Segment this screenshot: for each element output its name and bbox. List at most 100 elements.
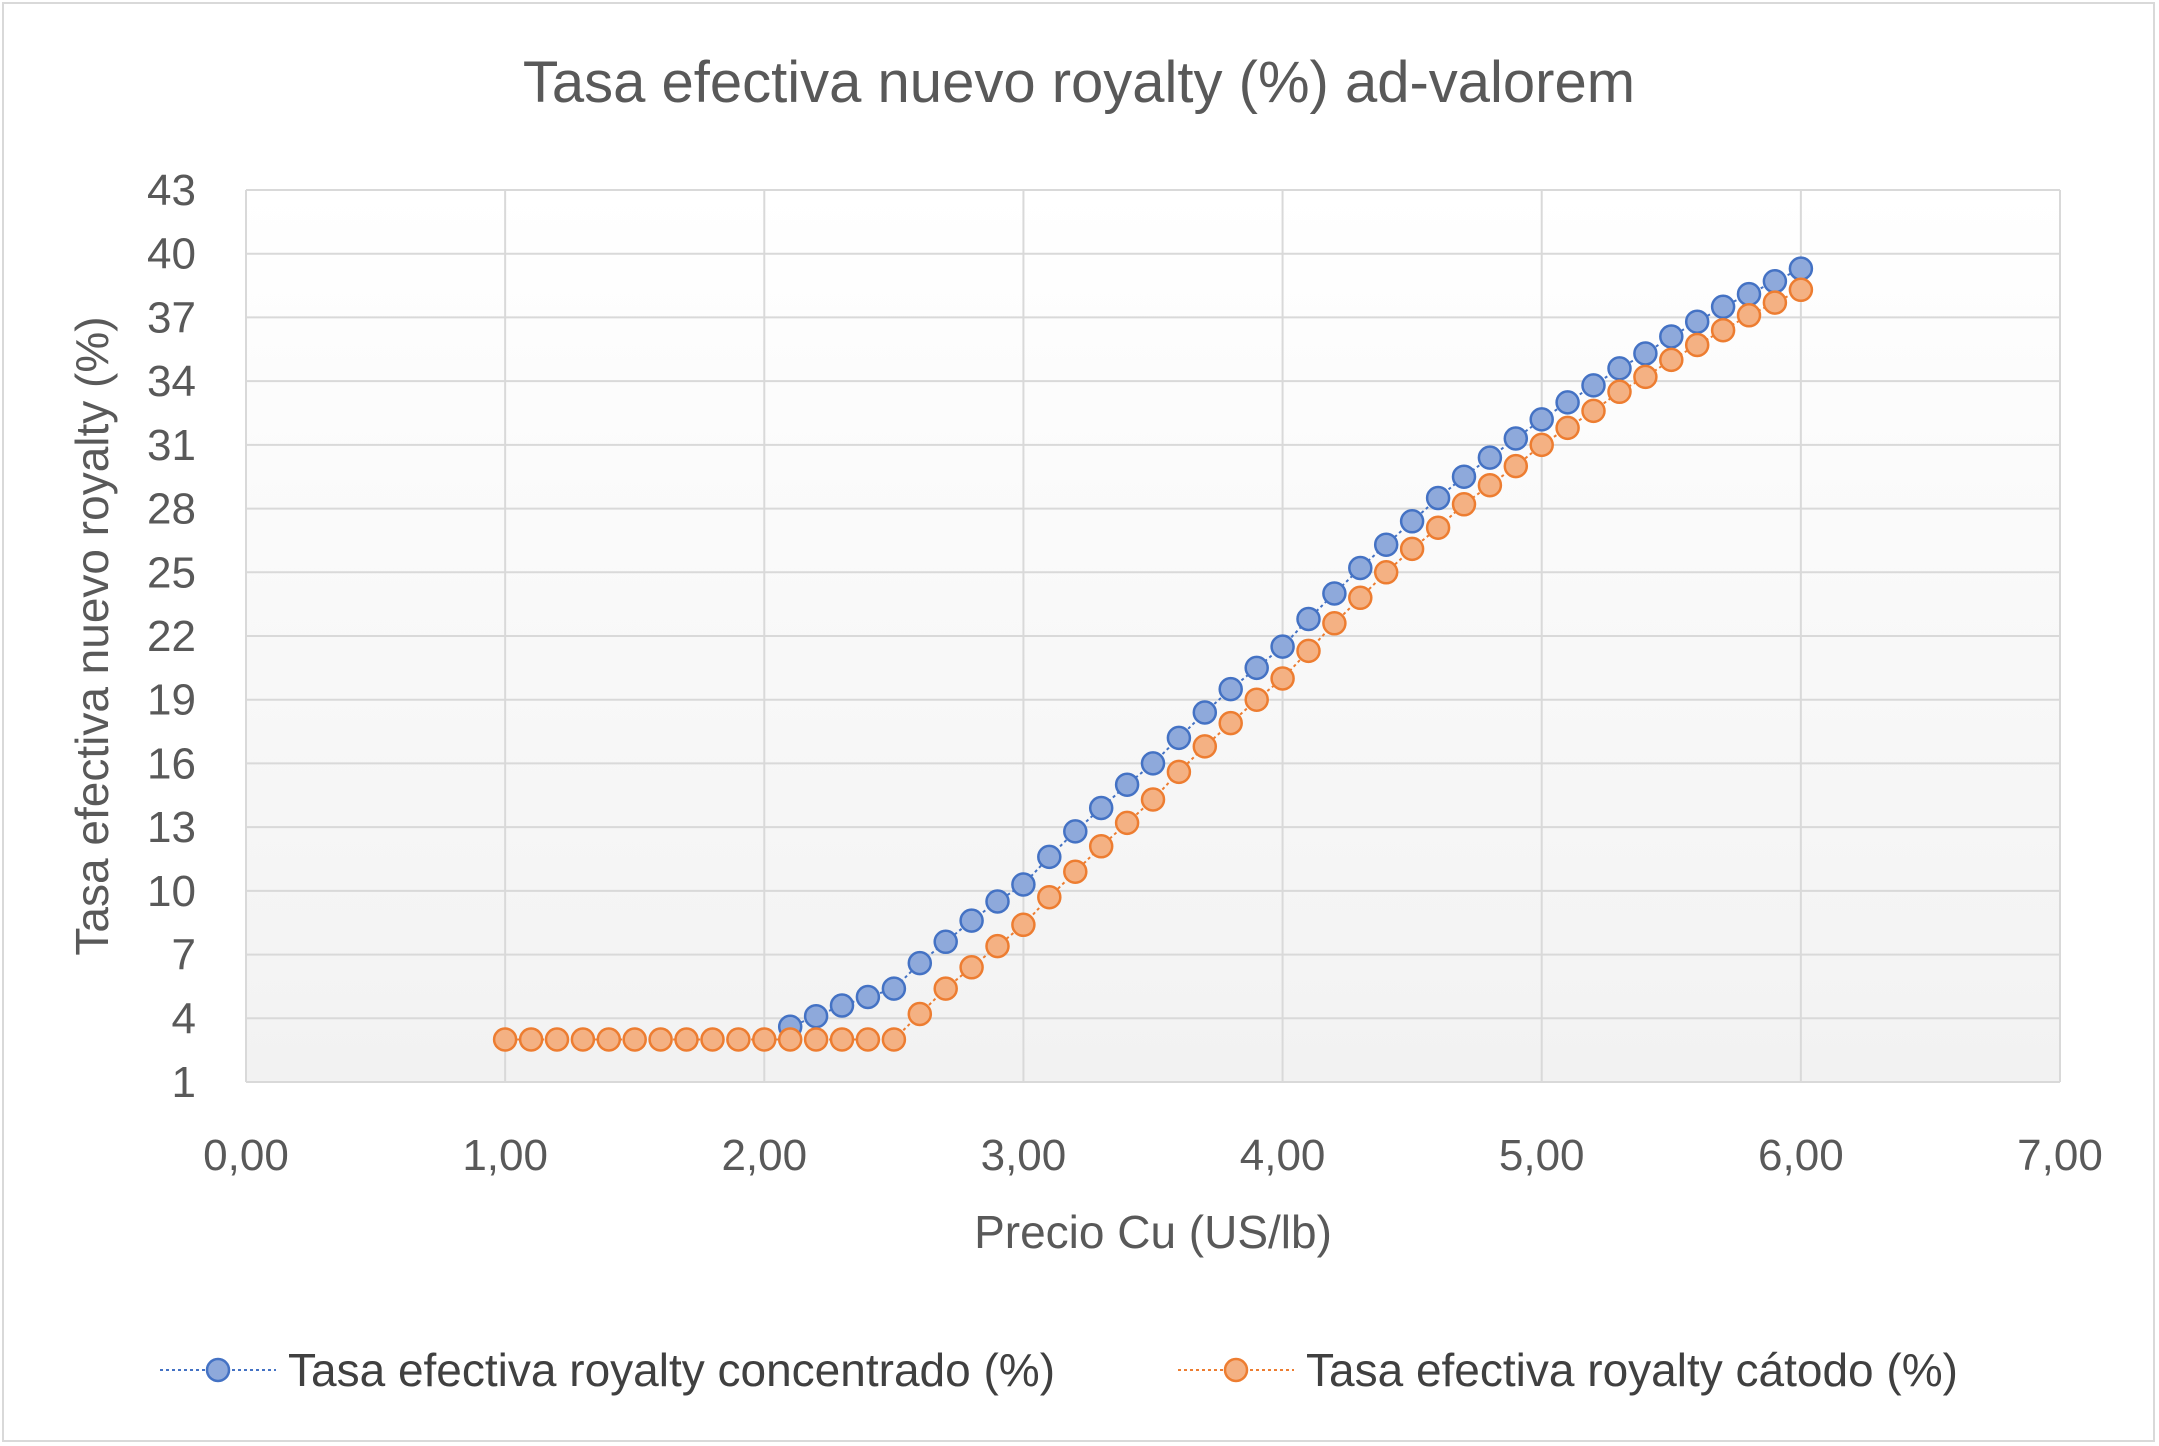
data-point	[1425, 515, 1451, 540]
data-point	[1736, 303, 1762, 328]
data-point	[1710, 294, 1736, 320]
chart-title: Tasa efectiva nuevo royalty (%) ad-valor…	[523, 50, 1635, 115]
y-tick-label: 1	[172, 1058, 196, 1107]
data-point	[648, 1027, 673, 1052]
data-point	[1399, 509, 1425, 534]
data-point	[803, 1027, 829, 1052]
data-point	[1192, 700, 1218, 725]
data-point	[907, 950, 933, 976]
data-point	[674, 1027, 699, 1052]
data-point	[1503, 453, 1529, 479]
y-tick-label: 43	[147, 166, 196, 215]
y-tick-label: 16	[147, 739, 196, 788]
data-point	[1114, 772, 1140, 797]
data-point	[933, 929, 958, 955]
y-tick-label: 40	[147, 230, 196, 279]
data-point	[1762, 269, 1788, 294]
data-point	[1373, 560, 1399, 585]
data-point	[1140, 787, 1166, 812]
data-point	[985, 933, 1010, 959]
data-point	[1581, 373, 1606, 398]
y-tick-label: 19	[147, 676, 196, 725]
data-point	[1529, 432, 1554, 458]
data-point	[1218, 710, 1243, 736]
data-point	[700, 1027, 725, 1052]
data-point	[855, 1027, 881, 1052]
data-point	[1684, 309, 1710, 334]
data-point	[1736, 281, 1762, 307]
y-tick-label: 10	[147, 867, 196, 916]
series-1	[492, 277, 1814, 1052]
data-point	[1762, 290, 1788, 315]
y-tick-label: 7	[172, 931, 196, 980]
data-point	[570, 1027, 596, 1052]
data-point	[1659, 347, 1684, 373]
legend-marker-catodo	[1223, 1357, 1249, 1383]
data-point	[1348, 585, 1373, 611]
data-point	[1477, 445, 1503, 470]
data-point	[1166, 759, 1192, 785]
x-tick-label: 5,00	[1499, 1131, 1585, 1180]
data-point	[518, 1027, 544, 1052]
y-tick-label: 13	[147, 803, 196, 852]
data-point	[1633, 364, 1658, 390]
data-point	[1322, 581, 1347, 606]
x-tick-labels: 0,00 1,00 2,00 3,00 4,00 5,00 6,00 7,00	[203, 1131, 2103, 1180]
data-point	[1270, 666, 1295, 691]
data-point	[1788, 256, 1814, 281]
data-point	[855, 984, 881, 1010]
data-point	[1192, 734, 1218, 759]
data-point	[596, 1027, 622, 1052]
data-point	[726, 1027, 751, 1052]
data-point	[985, 889, 1010, 914]
data-point	[1529, 407, 1554, 432]
data-point	[1477, 472, 1503, 498]
data-point	[1633, 341, 1658, 366]
data-point	[1322, 611, 1347, 636]
y-tick-label: 31	[147, 421, 196, 470]
data-point	[1659, 324, 1684, 349]
x-tick-label: 0,00	[203, 1131, 289, 1180]
data-point	[959, 955, 984, 980]
data-point	[1451, 492, 1477, 517]
x-tick-label: 7,00	[2017, 1131, 2103, 1180]
data-point	[1373, 532, 1399, 557]
gridlines	[245, 189, 2061, 1083]
data-point	[1140, 751, 1166, 776]
data-point	[1710, 317, 1736, 343]
y-tick-label: 4	[172, 994, 196, 1043]
y-tick-labels: 1 4 7 10 13 16 19 22 25 28 31 34 37 40 43	[147, 166, 196, 1107]
data-point	[1788, 277, 1814, 303]
series-0	[777, 256, 1814, 1040]
data-point	[1684, 332, 1710, 358]
legend-label-catodo: Tasa efectiva royalty cátodo (%)	[1306, 1344, 1958, 1396]
series-layer	[492, 256, 1814, 1052]
data-point	[1063, 859, 1088, 884]
data-point	[829, 993, 855, 1018]
y-tick-label: 22	[147, 612, 196, 661]
legend-marker-concentrado	[205, 1357, 231, 1383]
data-point	[933, 976, 958, 1001]
data-point	[1503, 426, 1529, 451]
data-point	[1166, 725, 1192, 751]
data-point	[803, 1003, 829, 1029]
data-point	[1063, 819, 1088, 844]
data-point	[1244, 655, 1269, 681]
data-point	[1296, 638, 1321, 664]
data-point	[777, 1027, 803, 1052]
y-tick-label: 28	[147, 485, 196, 534]
legend-item-concentrado: Tasa efectiva royalty concentrado (%)	[160, 1344, 1055, 1396]
data-point	[1348, 555, 1373, 581]
data-point	[1218, 676, 1243, 702]
data-point	[1088, 834, 1114, 859]
x-tick-label: 1,00	[462, 1131, 548, 1180]
data-point	[492, 1027, 518, 1052]
y-axis-label: Tasa efectiva nuevo royalty (%)	[66, 316, 118, 955]
data-point	[1270, 634, 1295, 659]
data-point	[752, 1027, 777, 1052]
y-tick-label: 34	[147, 357, 196, 406]
x-tick-label: 4,00	[1240, 1131, 1326, 1180]
legend-label-concentrado: Tasa efectiva royalty concentrado (%)	[288, 1344, 1055, 1396]
data-point	[1011, 912, 1036, 938]
